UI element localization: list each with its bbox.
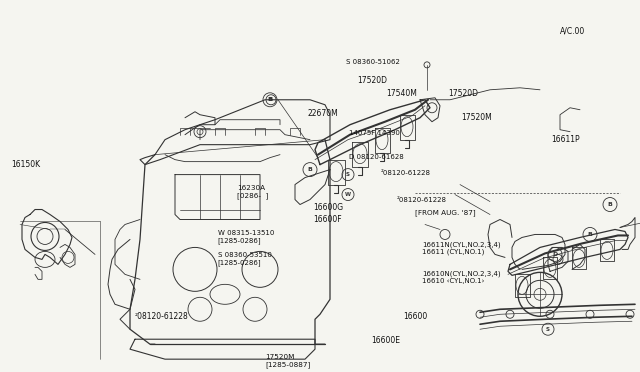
Text: 14075F 14390: 14075F 14390 [349,130,399,136]
Text: 22670M: 22670M [307,109,338,119]
Text: 17520M: 17520M [461,113,492,122]
Text: ²08120-61228: ²08120-61228 [134,312,188,321]
Text: D: D [552,252,557,257]
Text: W 08315-13510
[1285-0286]: W 08315-13510 [1285-0286] [218,230,274,244]
Text: 17520D: 17520D [357,76,387,85]
Text: 17520M
[1285-0887]: 17520M [1285-0887] [266,355,311,368]
Text: B: B [308,167,312,172]
Text: S 08360-51062: S 08360-51062 [346,60,399,65]
Text: 17520D: 17520D [448,89,478,98]
Text: A/C.00: A/C.00 [560,27,585,36]
Text: [FROM AUG. '87]: [FROM AUG. '87] [415,210,476,217]
Text: 16610N(CYL,NO.2,3,4)
16610 ‹CYL,NO.1›: 16610N(CYL,NO.2,3,4) 16610 ‹CYL,NO.1› [422,271,501,285]
Text: ²08120-61228: ²08120-61228 [397,198,447,203]
Text: B: B [268,97,273,102]
Text: D 08120-61628: D 08120-61628 [349,154,404,160]
Text: S 08360-53510
[1285-0286]: S 08360-53510 [1285-0286] [218,252,271,266]
Text: ²08120-61228: ²08120-61228 [381,170,431,176]
Text: 16600E: 16600E [371,336,400,345]
Text: S: S [546,327,550,332]
Text: S: S [346,172,350,177]
Text: B: B [588,232,593,237]
Text: 16600: 16600 [403,312,428,321]
Text: 16600F: 16600F [314,215,342,224]
Text: 16150K: 16150K [12,160,41,169]
Text: 17540M: 17540M [387,89,417,98]
Text: 16230A
[0286-  ]: 16230A [0286- ] [237,185,268,199]
Text: 16611N(CYL,NO.2,3,4)
16611 (CYL,NO.1): 16611N(CYL,NO.2,3,4) 16611 (CYL,NO.1) [422,241,501,255]
Text: B: B [269,97,273,102]
Text: 16600G: 16600G [314,203,344,212]
Text: 16611P: 16611P [552,135,580,144]
Text: B: B [607,202,612,207]
Text: W: W [345,192,351,197]
